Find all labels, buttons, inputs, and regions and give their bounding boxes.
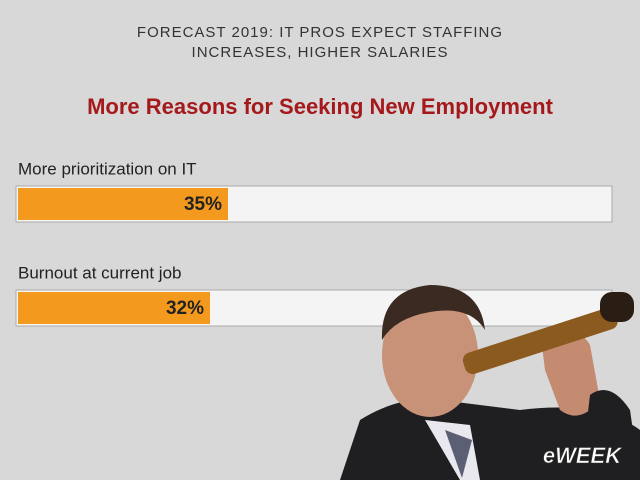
header: FORECAST 2019: IT PROS EXPECT STAFFING IN… — [137, 24, 503, 61]
category-label: Burnout at current job — [18, 263, 181, 282]
value-label: 32% — [166, 298, 204, 319]
chart-title: More Reasons for Seeking New Employment — [87, 94, 553, 119]
photo — [340, 285, 640, 480]
category-label: More prioritization on IT — [18, 159, 197, 178]
bar — [18, 292, 210, 324]
bar — [18, 188, 228, 220]
bars: More prioritization on IT 35% Burnout at c… — [15, 159, 613, 327]
brand-logo: eWEEK — [543, 443, 623, 468]
value-label: 35% — [184, 194, 222, 215]
